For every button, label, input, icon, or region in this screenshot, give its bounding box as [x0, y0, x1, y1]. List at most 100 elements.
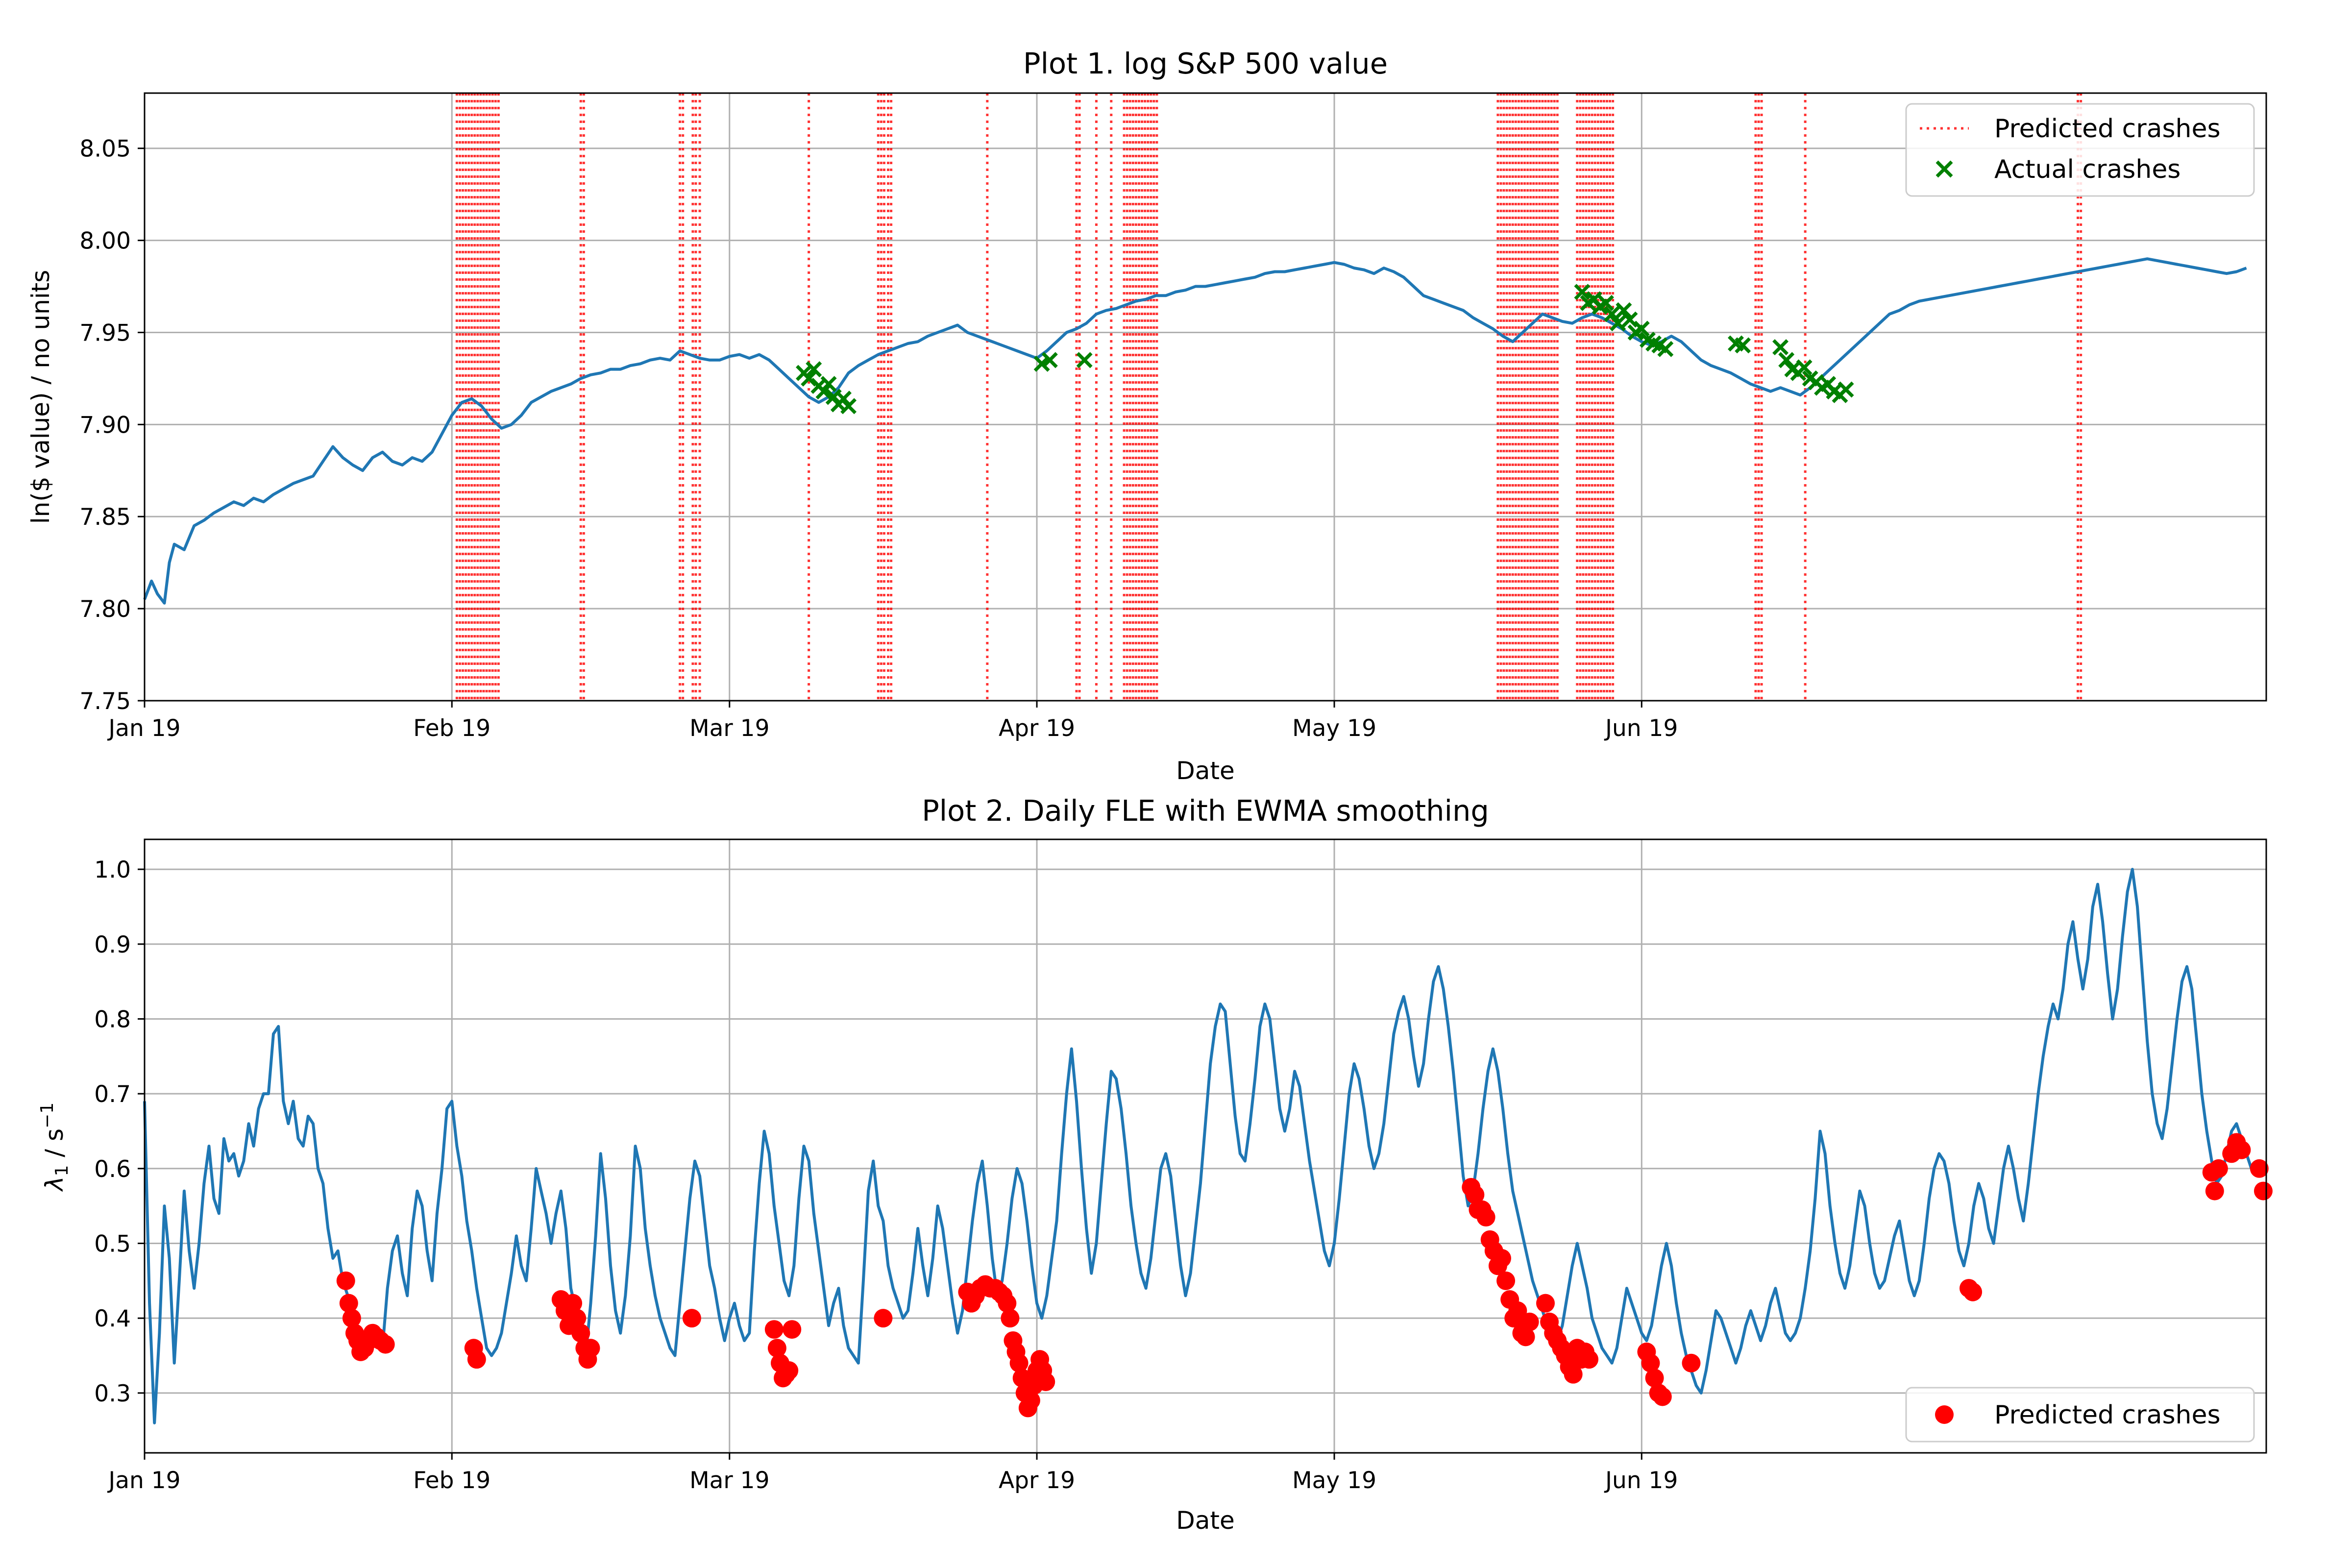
- predicted-crash-marker: [1580, 1350, 1599, 1369]
- predicted-crash-marker: [1682, 1353, 1701, 1372]
- y-tick-label: 0.8: [94, 1006, 131, 1033]
- plot-1-y-axis-label: ln($ value) / no units: [26, 270, 55, 524]
- predicted-crash-marker: [1653, 1387, 1672, 1406]
- predicted-crash-marker: [767, 1339, 786, 1358]
- x-tick-label: Apr 19: [999, 1467, 1075, 1494]
- predicted-crash-marker: [1520, 1312, 1539, 1331]
- x-tick-label: Jan 19: [107, 715, 180, 742]
- predicted-crash-marker: [342, 1309, 361, 1328]
- predicted-crash-marker: [1963, 1282, 1983, 1301]
- y-tick-label: 0.6: [94, 1156, 131, 1183]
- legend-actual-crashes-swatch: [1936, 160, 1953, 178]
- plot-2-legend: Predicted crashes: [1905, 1387, 2255, 1443]
- y-tick-label: 7.85: [79, 504, 131, 531]
- plot-1-legend-box: [1905, 103, 2255, 197]
- predicted-crash-marker: [874, 1309, 893, 1328]
- predicted-crash-marker: [336, 1271, 355, 1290]
- y-tick-label: 0.4: [94, 1305, 131, 1332]
- x-tick-label: Jun 19: [1604, 1467, 1678, 1494]
- plot-1-series-lines: [143, 257, 2247, 605]
- legend-predicted-crashes-label: Predicted crashes: [1994, 114, 2221, 144]
- plot-2-predicted-crash-markers: [336, 1133, 2273, 1418]
- actual-crash-marker: [840, 398, 857, 415]
- x-tick-label: May 19: [1292, 1467, 1376, 1494]
- predicted-crash-marker: [1496, 1271, 1516, 1290]
- predicted-crash-marker: [2250, 1159, 2269, 1178]
- actual-crash-marker: [1033, 355, 1050, 372]
- actual-crash-marker: [1796, 359, 1813, 376]
- actual-crash-marker: [1778, 352, 1795, 368]
- predicted-crash-marker: [564, 1294, 583, 1313]
- predicted-crash-marker: [1536, 1294, 1555, 1313]
- plot-1-title: Plot 1. log S&P 500 value: [1023, 47, 1388, 80]
- actual-crash-marker: [1610, 315, 1626, 332]
- predicted-crash-marker: [581, 1339, 600, 1358]
- plot-1-frame: [144, 92, 2267, 702]
- plot-1-x-axis-label: Date: [1176, 757, 1235, 785]
- predicted-crash-marker: [571, 1323, 590, 1343]
- plot-2-y-ticks: 0.3 0.4 0.5 0.6 0.7 0.8 0.9 1.0: [94, 857, 145, 1407]
- predicted-crash-marker: [1508, 1301, 1527, 1320]
- plot-1: Jan 19 Feb 19 Mar 19 Apr 19 May 19 Jun 19 7.7…: [26, 47, 2267, 785]
- actual-crash-marker: [1604, 306, 1620, 322]
- actual-crash-marker: [1041, 352, 1058, 368]
- y-tick-label: 0.5: [94, 1230, 131, 1257]
- predicted-crash-marker: [783, 1320, 802, 1339]
- y-tick-label: 8.05: [79, 136, 131, 163]
- predicted-crash-marker: [2205, 1181, 2224, 1200]
- plot-2-legend-box: [1905, 1387, 2255, 1443]
- plot-1-legend: Predicted crashes Actual crashes: [1905, 103, 2255, 197]
- x-tick-label: Jan 19: [107, 1467, 180, 1494]
- x-tick-label: Mar 19: [689, 1467, 769, 1494]
- plot-2-x-axis-label: Date: [1176, 1506, 1235, 1535]
- x-tick-label: Apr 19: [999, 715, 1075, 742]
- plot-2-series-lines: [143, 868, 2253, 1424]
- plot-1-actual-crash-markers: [796, 284, 1854, 415]
- actual-crash-marker: [1574, 284, 1591, 300]
- actual-crash-marker: [801, 370, 817, 387]
- legend-predicted-crashes-swatch: [1935, 1405, 1954, 1424]
- legend-predicted-crashes-label: Predicted crashes: [1994, 1400, 2221, 1430]
- predicted-crash-marker: [682, 1309, 701, 1328]
- predicted-crash-marker: [1001, 1309, 1020, 1328]
- actual-crash-marker: [1621, 311, 1638, 328]
- predicted-crash-marker: [2254, 1181, 2273, 1200]
- predicted-crash-marker: [1564, 1365, 1583, 1384]
- actual-crash-marker: [1633, 320, 1650, 337]
- predicted-crash-marker: [764, 1320, 784, 1339]
- predicted-crash-marker: [2232, 1140, 2251, 1159]
- predicted-crash-marker: [1466, 1185, 1485, 1204]
- y-tick-label: 0.3: [94, 1380, 131, 1407]
- plot-1-y-ticks: 7.75 7.80 7.85 7.90 7.95 8.00 8.05: [79, 136, 145, 715]
- series-line: [143, 257, 2247, 605]
- plot-2-title: Plot 2. Daily FLE with EWMA smoothing: [922, 794, 1489, 828]
- plot-1-predicted-crash-lines: [455, 93, 2082, 701]
- plot-2: Jan 19 Feb 19 Mar 19 Apr 19 May 19 Jun 19 0.3…: [37, 794, 2273, 1535]
- series-line: [143, 868, 2253, 1424]
- predicted-crash-marker: [1021, 1391, 1040, 1410]
- y-tick-label: 7.80: [79, 596, 131, 623]
- predicted-crash-marker: [1645, 1369, 1664, 1388]
- x-tick-label: Feb 19: [413, 1467, 490, 1494]
- y-tick-label: 7.75: [79, 688, 131, 715]
- predicted-crash-marker: [1476, 1208, 1495, 1227]
- y-tick-label: 1.0: [94, 857, 131, 883]
- plot-2-y-axis-label: λ1 / s−1: [37, 1102, 72, 1192]
- plot-2-grid: [144, 839, 2266, 1453]
- y-tick-label: 0.9: [94, 931, 131, 958]
- actual-crash-marker: [1838, 381, 1854, 398]
- actual-crash-marker: [806, 361, 822, 378]
- x-tick-label: May 19: [1292, 715, 1376, 742]
- actual-crash-marker: [820, 376, 837, 392]
- predicted-crash-marker: [376, 1335, 395, 1354]
- actual-crash-marker: [1597, 294, 1614, 311]
- plot-2-frame: [144, 838, 2267, 1454]
- actual-crash-marker: [1616, 302, 1632, 318]
- predicted-crash-marker: [2209, 1159, 2228, 1178]
- actual-crash-marker: [1735, 337, 1751, 354]
- actual-crash-marker: [1076, 352, 1093, 368]
- y-tick-label: 7.95: [79, 319, 131, 346]
- predicted-crash-marker: [780, 1361, 799, 1380]
- predicted-crash-marker: [1492, 1249, 1511, 1268]
